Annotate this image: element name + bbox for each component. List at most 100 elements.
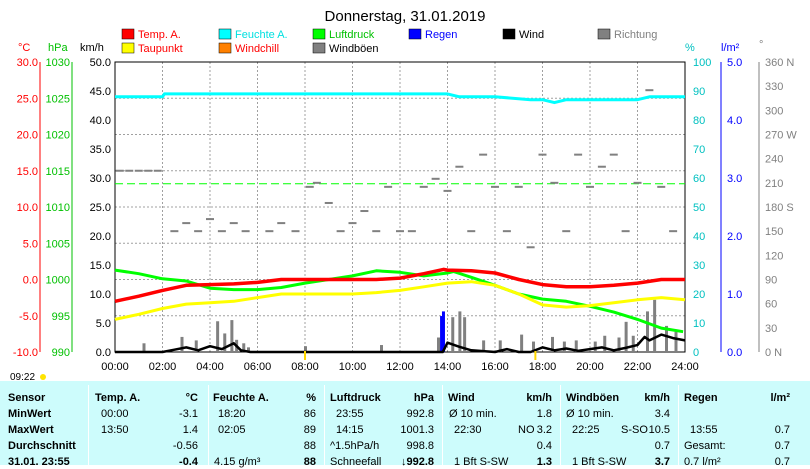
direction-mark-36 <box>550 181 559 184</box>
temp-max-value: 1.4 <box>182 424 198 436</box>
legend-label-5: Richtung <box>614 29 657 41</box>
gust-bar-17 <box>520 334 524 352</box>
wind-tick-4: 30.0 <box>90 173 111 185</box>
direction-mark-24 <box>407 230 416 233</box>
direction-mark-9 <box>217 230 226 233</box>
gust-bar-20 <box>562 341 566 352</box>
x-tick-10: 20:00 <box>576 361 604 373</box>
legend-swatch-5 <box>597 28 611 40</box>
pressure-tick-4: 1010 <box>46 202 70 214</box>
wind-tick-9: 5.0 <box>96 318 111 330</box>
rain-current-value: 0.7 <box>774 456 790 468</box>
weather-chart: Donnerstag, 31.01.2019 Temp. A. Feuchte A… <box>13 8 797 373</box>
gust-avg10-label: Ø 10 min. <box>566 408 614 420</box>
temp-tick-1: 25.0 <box>17 93 38 105</box>
press-current-number: 992.8 <box>406 456 434 468</box>
gust-max-time: 22:25 <box>572 424 600 436</box>
wind-tick-3: 35.0 <box>90 144 111 156</box>
direction-mark-10 <box>229 222 238 225</box>
chart-title: Donnerstag, 31.01.2019 <box>325 8 486 25</box>
x-tick-11: 22:00 <box>624 361 652 373</box>
wind-unit: km/h <box>526 392 552 404</box>
legend-swatch-2 <box>312 28 326 40</box>
gust-bar-0 <box>142 343 146 352</box>
temp-max-time: 13:50 <box>101 424 129 436</box>
direction-mark-31 <box>491 185 499 188</box>
legend-swatch-6 <box>121 42 135 54</box>
direction-mark-3 <box>144 169 153 172</box>
wind-avg-value: 0.4 <box>536 440 552 452</box>
legend-swatch-1 <box>218 28 232 40</box>
x-tick-8: 16:00 <box>481 361 509 373</box>
gust-bar-24 <box>617 337 621 352</box>
chart-axes: °C hPa km/h% l/m² ° 30.0 25.0 20.0 15.0 10.0 5.0 0.… <box>13 39 797 373</box>
gust-bar-9 <box>304 346 307 352</box>
rain-current-label: 0.7 l/m² <box>684 456 721 468</box>
direction-mark-43 <box>633 181 642 184</box>
direction-mark-38 <box>574 153 583 156</box>
direction-tick-7: 150 <box>765 226 783 238</box>
press-current-value: ↓992.8 <box>390 456 434 469</box>
direction-mark-13 <box>277 222 286 225</box>
direction-mark-44 <box>645 89 654 92</box>
temp-avg-value: -0.56 <box>172 440 198 452</box>
direction-mark-26 <box>431 177 440 180</box>
hum-max-value: 89 <box>303 424 316 436</box>
temp-header: Temp. A. <box>95 392 141 404</box>
gust-bar-8 <box>247 347 250 352</box>
gust-bar-12 <box>451 317 455 352</box>
press-forecast: Schneefall <box>330 456 382 468</box>
temp-tick-2: 20.0 <box>17 130 38 142</box>
rain-tick-5: 0.0 <box>727 347 742 359</box>
hum-avg-value: 88 <box>303 440 316 452</box>
rain-max-value: 0.7 <box>774 424 790 436</box>
press-header: Luftdruck <box>330 392 381 404</box>
wind-tick-0: 50.0 <box>90 57 111 69</box>
hum-header: Feuchte A. <box>213 392 269 404</box>
hum-unit: % <box>306 392 316 404</box>
direction-mark-16 <box>312 181 321 184</box>
wind-max-value: 3.2 <box>536 424 552 436</box>
direction-tick-12: 0 N <box>765 347 782 359</box>
direction-mark-42 <box>621 230 630 233</box>
wind-avg10-label: Ø 10 min. <box>449 408 497 420</box>
direction-mark-29 <box>467 230 476 233</box>
direction-mark-14 <box>291 230 300 233</box>
gust-bar-18 <box>532 341 535 352</box>
x-tick-9: 18:00 <box>529 361 557 373</box>
hum-min-time: 18:20 <box>218 408 246 420</box>
direction-mark-40 <box>597 165 606 168</box>
direction-mark-22 <box>384 185 393 188</box>
gust-unit: km/h <box>644 392 670 404</box>
temp-min-time: 00:00 <box>101 408 129 420</box>
direction-mark-32 <box>502 230 511 233</box>
legend-label-1: Feuchte A. <box>235 29 288 41</box>
x-tick-3: 06:00 <box>244 361 272 373</box>
legend-swatch-8 <box>312 42 326 54</box>
wind-tick-10: 0.0 <box>96 347 111 359</box>
humidity-tick-3: 70 <box>693 144 705 156</box>
hum-max-time: 02:05 <box>218 424 246 436</box>
gust-bar-4 <box>223 333 227 352</box>
gust-header: Windböen <box>566 392 620 404</box>
current-time: 09:22 <box>10 372 36 383</box>
legend-label-8: Windböen <box>329 43 379 55</box>
rain-bar-0 <box>440 316 444 352</box>
row-label-sensor: Sensor <box>8 392 46 404</box>
wind-tick-5: 25.0 <box>90 202 111 214</box>
row-label-current: 31.01. 23:55 <box>8 456 70 468</box>
humidity-tick-4: 60 <box>693 173 705 185</box>
direction-tick-8: 120 <box>765 250 783 262</box>
direction-mark-27 <box>443 189 452 192</box>
gust-avg-value: 0.7 <box>654 440 670 452</box>
humidity-tick-8: 20 <box>693 289 705 301</box>
direction-mark-41 <box>609 153 618 156</box>
gust-current-bft: 1 Bft S-SW <box>572 456 627 468</box>
stats-table: Sensor MinWert MaxWert Durchschnitt 31.0… <box>0 381 810 468</box>
direction-mark-8 <box>206 218 214 221</box>
gust-avg10-value: 3.4 <box>654 408 670 420</box>
gust-bar-3 <box>216 321 220 352</box>
sun-icon <box>39 374 46 380</box>
x-tick-0: 00:00 <box>101 361 129 373</box>
gust-bar-25 <box>624 321 628 352</box>
